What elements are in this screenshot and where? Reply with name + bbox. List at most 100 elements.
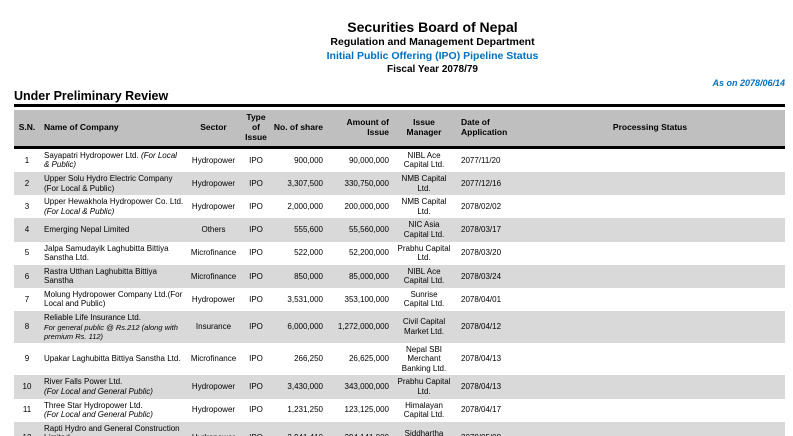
cell-issue-amount: 200,000,000 (344, 201, 390, 211)
cell-application-date: 2077/11/20 (461, 155, 501, 165)
cell-company-name: Upper Solu Hydro Electric Company (For L… (40, 171, 186, 196)
cell-issue-amount: 353,100,000 (344, 294, 390, 304)
cell-company-name: Jalpa Samudayik Laghubitta Bittiya Sanst… (40, 242, 186, 265)
column-header-date: Date of Application (453, 110, 515, 149)
cell-serial-number: 5 (24, 248, 30, 258)
section-heading-under-preliminary-review: Under Preliminary Review (14, 89, 785, 108)
cell-share-count: 900,000 (294, 155, 323, 165)
cell-processing-status (515, 147, 785, 172)
cell-issue-manager: NMB Capital Ltd. (395, 171, 453, 196)
cell-processing-status (515, 311, 785, 343)
cell-share-count: 2,941,410 (271, 421, 329, 436)
cell-issue-amount: 55,560,000 (329, 218, 395, 242)
table-row: 11 Three Star Hydropower Ltd. (For Local a… (14, 399, 785, 422)
cell-processing-status (515, 375, 785, 399)
table-row: 5 Jalpa Samudayik Laghubitta Bittiya Sans… (14, 242, 785, 265)
company-name-text: Reliable Life Insurance Ltd. (44, 313, 141, 323)
column-header-shares: No. of share (271, 110, 329, 149)
cell-issue-type: IPO (241, 421, 271, 436)
table-row: 12 Rapti Hydro and General Construction L… (14, 421, 785, 436)
cell-issue-amount: 1,272,000,000 (329, 311, 395, 343)
cell-issue-type: IPO (249, 248, 263, 258)
cell-sector: Hydropower (191, 201, 236, 211)
cell-sector: Others (186, 218, 241, 242)
ipo-pipeline-table-container: S.N. Name of Company Sector Type of Issue No… (14, 110, 785, 436)
cell-sector: Hydropower (191, 405, 236, 415)
company-note-text: (For Local and General Public) (44, 387, 153, 397)
cell-sector: Microfinance (190, 354, 237, 364)
report-title: Initial Public Offering (IPO) Pipeline S… (326, 49, 539, 62)
table-row: 6 Rastra Utthan Laghubitta Bittiya Sansth… (14, 264, 785, 288)
company-note-text: (For Local and General Public) (44, 410, 153, 420)
column-header-sector: Sector (186, 110, 241, 149)
cell-serial-number: 12 (14, 421, 40, 436)
cell-serial-number: 3 (24, 201, 30, 211)
cell-share-count: 3,430,000 (271, 375, 329, 399)
company-name-text: Emerging Nepal Limited (44, 225, 130, 235)
cell-company-name: Reliable Life Insurance Ltd. For general … (40, 311, 186, 343)
cell-issue-amount: 294,141,000 (329, 421, 395, 436)
cell-issue-type: IPO (241, 171, 271, 196)
table-row: 7 Molung Hydropower Company Ltd.(For Loca… (14, 288, 785, 311)
table-row: 8 Reliable Life Insurance Ltd. For general… (14, 311, 785, 343)
cell-serial-number: 11 (22, 405, 32, 415)
column-header-name: Name of Company (40, 110, 186, 149)
cell-application-date: 2078/02/02 (461, 201, 502, 211)
column-header-sn: S.N. (14, 110, 40, 149)
cell-issue-amount: 52,200,000 (348, 248, 389, 258)
cell-issue-amount: 90,000,000 (348, 155, 389, 165)
cell-issue-type: IPO (249, 405, 263, 415)
department-subtitle: Regulation and Management Department (330, 36, 535, 49)
cell-serial-number: 9 (24, 354, 30, 364)
company-name-text: Rastra Utthan Laghubitta Bittiya Sanstha (44, 266, 157, 286)
cell-serial-number: 1 (24, 155, 30, 165)
cell-issue-manager: NIBL Ace Capital Ltd. (395, 264, 453, 288)
company-name-text: Upper Solu Hydro Electric Company (For L… (44, 173, 173, 193)
company-note-text: (For Local & Public) (44, 150, 177, 170)
cell-application-date: 2078/04/01 (461, 294, 502, 304)
cell-company-name: Three Star Hydropower Ltd. (For Local and… (40, 399, 186, 422)
cell-issue-manager: Siddhartha Capital Ltd. (395, 421, 453, 436)
cell-processing-status (515, 288, 785, 311)
cell-issue-type: IPO (241, 264, 271, 288)
cell-processing-status (515, 399, 785, 422)
table-body: 1 Sayapatri Hydropower Ltd. (For Local & … (14, 147, 785, 436)
cell-processing-status (515, 171, 785, 196)
cell-share-count: 6,000,000 (271, 311, 329, 343)
cell-issue-amount: 26,625,000 (348, 354, 389, 364)
cell-issue-type: IPO (241, 311, 271, 343)
cell-serial-number: 8 (14, 311, 40, 343)
cell-issue-type: IPO (241, 375, 271, 399)
cell-issue-amount: 330,750,000 (329, 171, 395, 196)
cell-issue-manager: Civil Capital Market Ltd. (395, 311, 453, 343)
cell-application-date: 2078/04/13 (453, 375, 515, 399)
company-name-text: Three Star Hydropower Ltd. (44, 400, 143, 410)
cell-share-count: 555,600 (271, 218, 329, 242)
document-header: Securities Board of Nepal Regulation and… (0, 18, 793, 76)
cell-issue-amount: 343,000,000 (329, 375, 395, 399)
table-header: S.N. Name of Company Sector Type of Issue No… (14, 110, 785, 149)
column-header-type: Type of Issue (241, 110, 271, 149)
cell-share-count: 2,000,000 (287, 201, 323, 211)
company-name-text: River Falls Power Ltd. (44, 377, 123, 387)
cell-processing-status (515, 218, 785, 242)
cell-sector: Hydropower (186, 375, 241, 399)
cell-company-name: River Falls Power Ltd. (For Local and Gen… (40, 375, 186, 399)
cell-application-date: 2078/04/17 (461, 405, 502, 415)
cell-issue-manager: Prabhu Capital Ltd. (395, 375, 453, 399)
table-row: 3 Upper Hewakhola Hydropower Co. Ltd. (Fo… (14, 195, 785, 218)
cell-company-name: Sayapatri Hydropower Ltd. (For Local & P… (40, 147, 186, 172)
column-header-amount: Amount of Issue (329, 110, 395, 149)
cell-share-count: 3,307,500 (271, 171, 329, 196)
cell-application-date: 2078/03/17 (453, 218, 515, 242)
ipo-pipeline-table: S.N. Name of Company Sector Type of Issue No… (14, 110, 785, 436)
cell-application-date: 2078/03/20 (461, 248, 502, 258)
table-row: 4 Emerging Nepal Limited Others IPO 555,600 5… (14, 218, 785, 242)
table-row: 1 Sayapatri Hydropower Ltd. (For Local & … (14, 147, 785, 172)
cell-serial-number: 4 (14, 218, 40, 242)
cell-sector: Insurance (186, 311, 241, 343)
cell-processing-status (515, 343, 785, 376)
cell-serial-number: 6 (14, 264, 40, 288)
cell-issue-type: IPO (249, 201, 263, 211)
cell-serial-number: 7 (24, 294, 30, 304)
